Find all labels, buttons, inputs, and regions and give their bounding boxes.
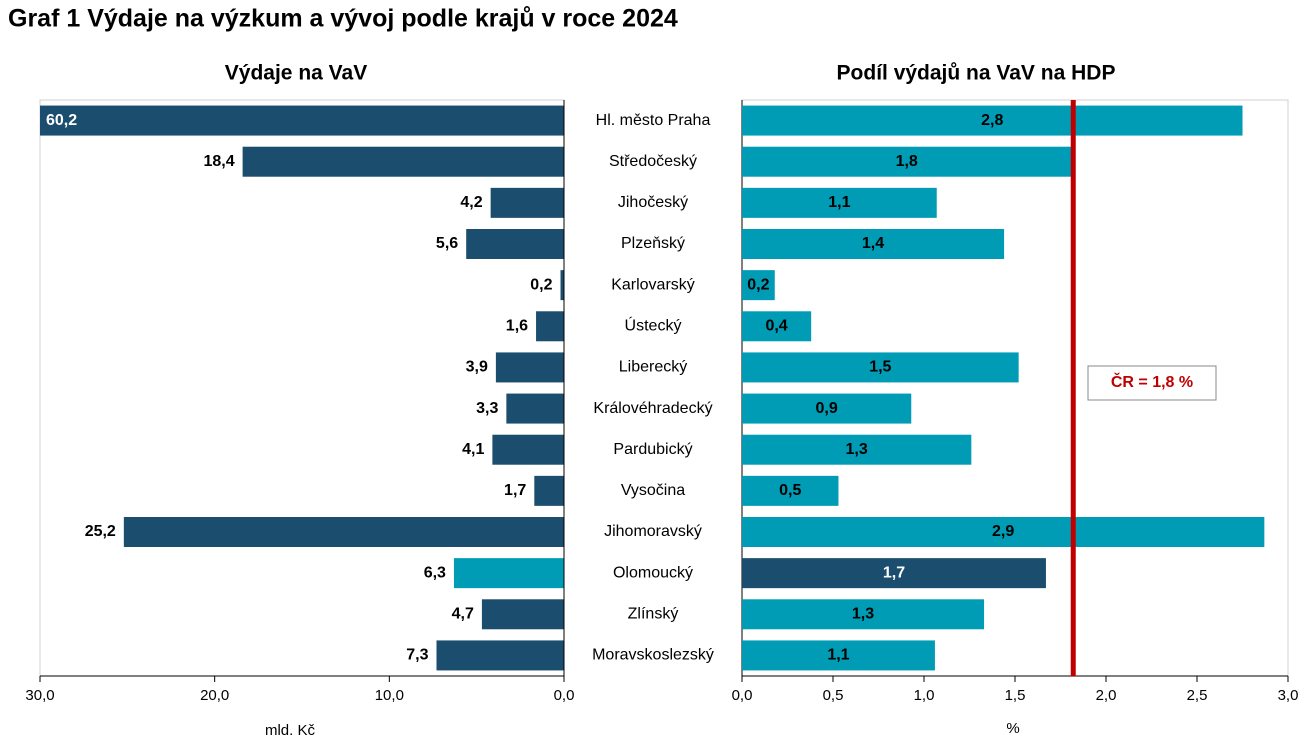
category-label: Ústecký bbox=[625, 316, 682, 335]
left-plot bbox=[40, 105, 564, 671]
value-label: 1,1 bbox=[827, 647, 849, 664]
value-label: 5,6 bbox=[436, 235, 458, 252]
bar bbox=[495, 352, 564, 383]
x-tick-label: 1,0 bbox=[914, 687, 935, 704]
x-tick-label: 30,0 bbox=[25, 687, 54, 704]
bar bbox=[742, 270, 775, 301]
x-tick-label: 0,0 bbox=[732, 687, 753, 704]
x-tick-label: 0,0 bbox=[554, 687, 575, 704]
annotation-box bbox=[1087, 365, 1217, 401]
bar bbox=[123, 517, 564, 547]
value-label: 2,8 bbox=[981, 112, 1003, 129]
right-title: Podíl výdajů na VaV na HDP bbox=[837, 62, 1116, 85]
left-title: Výdaje na VaV bbox=[225, 62, 367, 85]
category-label: Pardubický bbox=[613, 441, 692, 458]
value-label: 4,7 bbox=[452, 606, 474, 623]
bar bbox=[742, 229, 1005, 259]
category-label: Hl. město Praha bbox=[596, 112, 711, 129]
bar bbox=[742, 434, 972, 465]
bar bbox=[742, 475, 839, 506]
value-label: 3,3 bbox=[476, 400, 498, 417]
left-xlabel: mld. Kč bbox=[265, 722, 316, 739]
bar bbox=[490, 187, 564, 218]
bar bbox=[742, 599, 985, 630]
bar bbox=[481, 599, 564, 630]
plot-overlay: Hl. město Praha Středočeský Jihočeský Plzeň… bbox=[25, 100, 1298, 704]
value-label: 0,5 bbox=[779, 482, 801, 499]
value-label: 1,7 bbox=[883, 564, 905, 581]
bar bbox=[466, 229, 564, 259]
x-tick-label: 1,5 bbox=[1005, 687, 1026, 704]
category-label: Vysočina bbox=[621, 482, 685, 499]
value-label: 1,1 bbox=[828, 194, 850, 211]
bar bbox=[742, 105, 1243, 136]
bar bbox=[242, 146, 564, 177]
value-label: 4,2 bbox=[460, 194, 482, 211]
annotation: ČR = 1,8 % bbox=[1111, 372, 1193, 391]
x-tick-label: 2,5 bbox=[1187, 687, 1208, 704]
category-label: Karlovarský bbox=[611, 276, 695, 293]
x-tick-label: 0,5 bbox=[823, 687, 844, 704]
bar bbox=[506, 393, 564, 424]
x-tick-label: 20,0 bbox=[200, 687, 229, 704]
bar bbox=[742, 352, 1019, 383]
value-label: 1,3 bbox=[846, 441, 868, 458]
category-label: Středočeský bbox=[609, 153, 697, 170]
bar bbox=[534, 475, 564, 506]
bar bbox=[742, 187, 937, 218]
value-label: 18,4 bbox=[203, 153, 234, 170]
bar bbox=[742, 517, 1265, 547]
value-label: 1,6 bbox=[506, 318, 528, 335]
category-label: Plzeňský bbox=[621, 235, 685, 252]
bar bbox=[536, 311, 564, 342]
category-label: Liberecký bbox=[619, 359, 687, 376]
bar bbox=[742, 393, 912, 424]
bar bbox=[742, 146, 1072, 177]
page-title: Graf 1 Výdaje na výzkum a vývoj podle kr… bbox=[8, 5, 678, 33]
value-label: 0,4 bbox=[765, 318, 787, 335]
value-label: 6,3 bbox=[424, 564, 446, 581]
category-label: Královéhradecký bbox=[593, 400, 712, 417]
value-label: 4,1 bbox=[462, 441, 484, 458]
category-label: Jihomoravský bbox=[604, 523, 702, 540]
left-frame bbox=[39, 99, 565, 677]
category-label: Moravskoslezský bbox=[592, 647, 714, 664]
value-label: 1,8 bbox=[896, 153, 918, 170]
x-tick-label: 3,0 bbox=[1278, 687, 1299, 704]
x-tick-label: 2,0 bbox=[1096, 687, 1117, 704]
bar bbox=[40, 105, 564, 136]
value-label: 0,2 bbox=[747, 276, 769, 293]
value-label: 3,9 bbox=[466, 359, 488, 376]
bar bbox=[560, 270, 564, 301]
bar bbox=[436, 640, 564, 671]
value-label: 1,4 bbox=[862, 235, 884, 252]
value-label: 1,3 bbox=[852, 606, 874, 623]
bar bbox=[742, 558, 1046, 589]
value-label: 60,2 bbox=[46, 112, 77, 129]
value-label: 7,3 bbox=[406, 647, 428, 664]
value-label: 2,9 bbox=[992, 523, 1014, 540]
bar bbox=[742, 640, 935, 671]
category-label: Jihočeský bbox=[618, 194, 688, 211]
x-tick-label: 10,0 bbox=[375, 687, 404, 704]
value-label: 0,9 bbox=[816, 400, 838, 417]
value-label: 0,2 bbox=[530, 276, 552, 293]
bar bbox=[453, 558, 564, 589]
value-label: 25,2 bbox=[85, 523, 116, 540]
value-label: 1,7 bbox=[504, 482, 526, 499]
bar bbox=[492, 434, 564, 465]
category-label: Olomoucký bbox=[613, 564, 693, 581]
bar bbox=[742, 311, 812, 342]
right-xlabel: % bbox=[1006, 720, 1019, 737]
category-label: Zlínský bbox=[628, 606, 679, 623]
value-label: 1,5 bbox=[869, 359, 891, 376]
